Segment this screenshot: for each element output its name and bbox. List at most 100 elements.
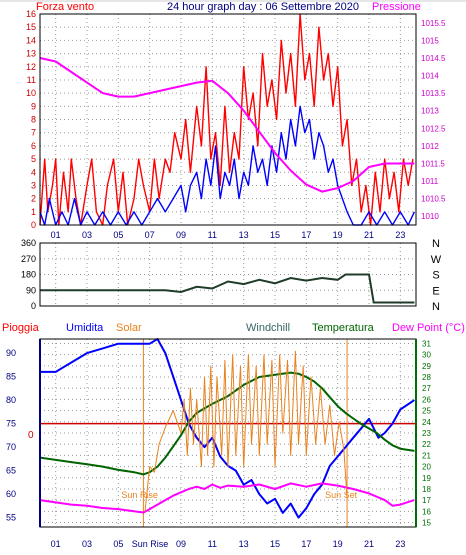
- compass-label: N: [432, 238, 440, 250]
- y-right-temp-tick-label: 20: [422, 463, 431, 472]
- y-right-temp-tick-label: 17: [422, 496, 431, 505]
- y-right-temp-tick-label: 18: [422, 485, 431, 494]
- y-left-tick-label: 11: [27, 75, 36, 85]
- y-right-tick-label: 1014.5: [421, 54, 446, 63]
- y-left-humidity-tick-label: 70: [6, 442, 16, 452]
- y-dir-tick-label: 270: [21, 254, 36, 264]
- x-tick-label: 23: [395, 539, 405, 549]
- x-tick-label: 09: [176, 539, 186, 549]
- y-right-tick-label: 1010: [421, 212, 439, 221]
- label-pioggia: Pioggia: [2, 322, 40, 334]
- sun-annotation-label: Sun Set: [325, 490, 358, 500]
- y-dir-tick-label: 360: [21, 238, 36, 248]
- label-umidita: Umidita: [66, 322, 104, 334]
- y-left-tick-label: 9: [31, 101, 36, 111]
- label-windchill: Windchill: [246, 322, 290, 334]
- x-tick-label: 05: [113, 230, 123, 240]
- y-right-temp-tick-label: 28: [422, 373, 431, 382]
- series-solar-line: [144, 350, 348, 512]
- x-tick-label: 05: [113, 539, 123, 549]
- sun-annotation-label: Sun Rise: [121, 490, 158, 500]
- x-tick-label: 01: [51, 230, 61, 240]
- y-left-tick-label: 0: [31, 220, 36, 230]
- y-right-tick-label: 1013: [421, 107, 439, 116]
- y-right-temp-tick-label: 31: [422, 339, 431, 348]
- x-tick-label: 21: [364, 539, 374, 549]
- x-tick-label: 21: [364, 230, 374, 240]
- y-right-tick-label: 1011.5: [421, 159, 445, 168]
- x-tick-label: 13: [239, 230, 249, 240]
- y-left-tick-label: 14: [26, 35, 36, 45]
- y-left-tick-label: 4: [31, 167, 36, 177]
- y-left-humidity-tick-label: 90: [6, 348, 16, 358]
- compass-label: E: [432, 285, 439, 297]
- y-right-temp-tick-label: 29: [422, 362, 431, 371]
- y-right-temp-tick-label: 25: [422, 407, 431, 416]
- y-right-tick-label: 1010.5: [421, 195, 446, 204]
- y-right-tick-label: 1012.5: [421, 124, 446, 133]
- y-right-temp-tick-label: 26: [422, 395, 431, 404]
- plot-frame-direction: [39, 242, 417, 307]
- y-dir-tick-label: 90: [26, 285, 36, 295]
- y-left-tick-label: 1: [31, 207, 36, 217]
- y-right-tick-label: 1013.5: [421, 89, 446, 98]
- label-temperatura: Temperatura: [312, 322, 375, 334]
- y-left-tick-label: 2: [31, 194, 36, 204]
- y-left-tick-label: 16: [26, 9, 36, 19]
- x-tick-label: 23: [395, 230, 405, 240]
- y-right-temp-tick-label: 30: [422, 351, 431, 360]
- y-right-temp-tick-label: 23: [422, 429, 431, 438]
- compass-label: N: [432, 301, 440, 313]
- y-right-tick-label: 1015.5: [421, 19, 446, 28]
- label-dew-point: Dew Point (°C): [392, 322, 465, 334]
- y-left-tick-label: 15: [26, 22, 36, 32]
- y-left-humidity-tick-label: 75: [6, 419, 16, 429]
- y-left-tick-label: 12: [26, 62, 36, 72]
- y-dir-tick-label: 180: [21, 270, 36, 280]
- y-right-temp-tick-label: 24: [422, 418, 431, 427]
- y-right-temp-tick-label: 22: [422, 440, 431, 449]
- x-tick-label: 07: [145, 230, 155, 240]
- y-right-tick-label: 1014: [421, 72, 439, 81]
- series-humidity-line: [40, 338, 415, 519]
- label-solar: Solar: [116, 322, 142, 334]
- y-left-tick-label: 13: [26, 49, 36, 59]
- series-dew_point-line: [39, 482, 415, 514]
- compass-label: S: [432, 270, 439, 282]
- y-left-humidity-tick-label: 60: [6, 489, 16, 499]
- y-right-temp-tick-label: 19: [422, 474, 431, 483]
- x-tick-label: 19: [333, 230, 343, 240]
- compass-label: W: [431, 254, 442, 266]
- y-left-humidity-tick-label: 80: [6, 395, 16, 405]
- y-right-temp-tick-label: 27: [422, 384, 431, 393]
- x-extra-sunrise: Sun Rise: [132, 539, 169, 549]
- x-tick-label: 03: [82, 539, 92, 549]
- x-tick-label: 19: [333, 539, 343, 549]
- x-tick-label: 03: [82, 230, 92, 240]
- chart-title: 24 hour graph day : 06 Settembre 2020: [167, 1, 359, 13]
- y-left-tick-label: 3: [31, 180, 36, 190]
- y-left-tick-label: 7: [31, 128, 36, 138]
- x-tick-label: 15: [270, 539, 280, 549]
- x-tick-label: 17: [301, 230, 311, 240]
- x-tick-label: 01: [51, 539, 61, 549]
- y-right-tick-label: 1012: [421, 142, 439, 151]
- series-direction-line: [40, 273, 415, 304]
- plot-frame-wind: [39, 13, 417, 226]
- y-left-humidity-tick-label: 65: [6, 466, 16, 476]
- series-gust-line: [39, 13, 414, 226]
- y-right-temp-tick-label: 15: [422, 519, 431, 528]
- y-left-tick-label: 6: [31, 141, 36, 151]
- x-tick-label: 09: [176, 230, 186, 240]
- left-label-wind: Forza vento: [36, 1, 94, 13]
- y-left-tick-label: 8: [31, 115, 36, 125]
- y-left-humidity-tick-label: 55: [6, 513, 16, 523]
- series-pressure-line: [39, 57, 415, 193]
- y-dir-tick-label: 0: [31, 301, 36, 311]
- series-wind-line: [39, 105, 416, 226]
- x-tick-label: 13: [239, 539, 249, 549]
- x-tick-label: 15: [270, 230, 280, 240]
- x-tick-label: 17: [301, 539, 311, 549]
- y-left-humidity-tick-label: 85: [6, 372, 16, 382]
